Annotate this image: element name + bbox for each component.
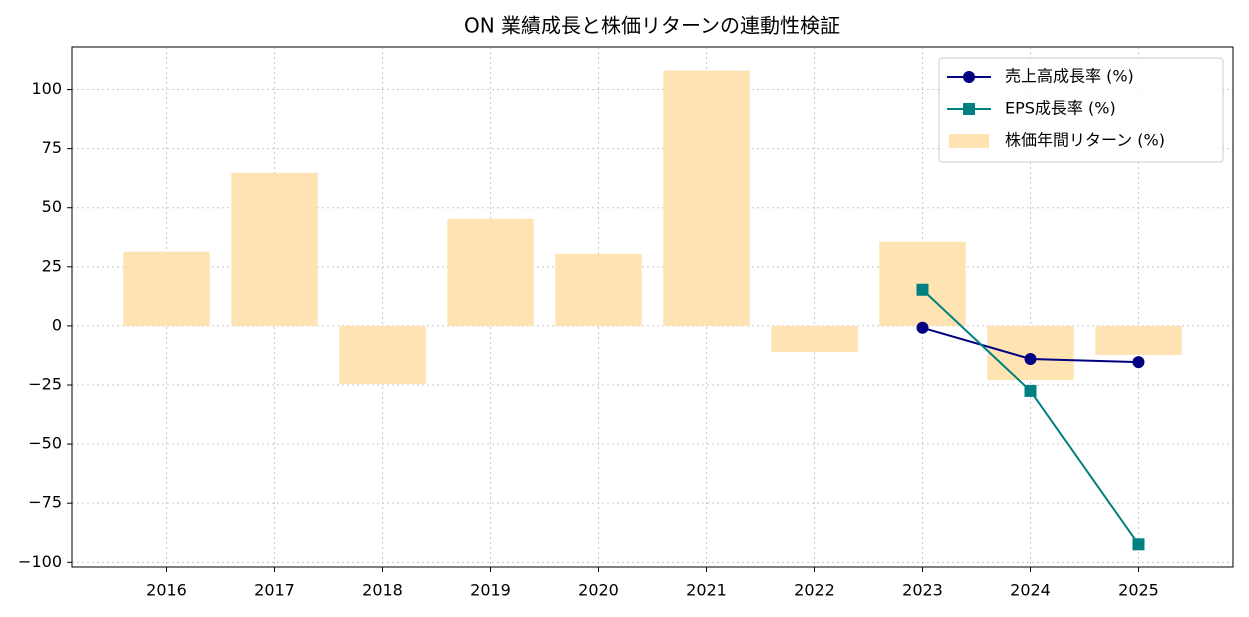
y-tick-label: −75 bbox=[28, 493, 62, 512]
legend-label: EPS成長率 (%) bbox=[1005, 99, 1116, 118]
marker bbox=[1132, 538, 1145, 551]
bar bbox=[339, 325, 426, 385]
y-tick-label: 50 bbox=[42, 197, 62, 216]
x-tick-label: 2018 bbox=[362, 581, 403, 600]
x-tick-label: 2024 bbox=[1010, 581, 1051, 600]
y-tick-label: −100 bbox=[18, 552, 62, 571]
x-tick-label: 2016 bbox=[146, 581, 187, 600]
marker bbox=[916, 283, 929, 296]
x-tick-label: 2022 bbox=[794, 581, 835, 600]
x-tick-label: 2019 bbox=[470, 581, 511, 600]
y-tick-label: −25 bbox=[28, 375, 62, 394]
bar bbox=[663, 70, 750, 326]
legend-box bbox=[938, 57, 1224, 163]
legend-label: 売上高成長率 (%) bbox=[1005, 67, 1134, 86]
plot-frame bbox=[71, 46, 1234, 568]
bar bbox=[231, 172, 318, 326]
legend-marker bbox=[963, 103, 975, 115]
bar bbox=[555, 253, 642, 326]
legend-label: 株価年間リターン (%) bbox=[1005, 131, 1165, 150]
bar bbox=[1095, 325, 1182, 355]
x-tick-label: 2020 bbox=[578, 581, 619, 600]
x-tick-label: 2021 bbox=[686, 581, 727, 600]
bar bbox=[447, 218, 534, 326]
y-tick-label: −50 bbox=[28, 434, 62, 453]
bar bbox=[123, 251, 210, 326]
marker bbox=[1024, 384, 1037, 397]
bar bbox=[771, 325, 858, 352]
legend-marker bbox=[963, 71, 975, 83]
marker bbox=[1132, 356, 1145, 369]
marker bbox=[916, 321, 929, 334]
y-tick-label: 75 bbox=[42, 138, 62, 157]
y-tick-label: 0 bbox=[52, 315, 62, 334]
marker bbox=[1024, 353, 1037, 365]
legend-swatch bbox=[949, 134, 989, 148]
y-tick-label: 100 bbox=[31, 79, 62, 98]
x-tick-label: 2023 bbox=[902, 581, 943, 600]
x-tick-label: 2017 bbox=[254, 581, 295, 600]
y-tick-label: 25 bbox=[42, 256, 62, 275]
chart-title: ON 業績成長と株価リターンの連動性検証 bbox=[464, 14, 840, 38]
bar bbox=[987, 325, 1074, 381]
x-tick-label: 2025 bbox=[1118, 581, 1159, 600]
